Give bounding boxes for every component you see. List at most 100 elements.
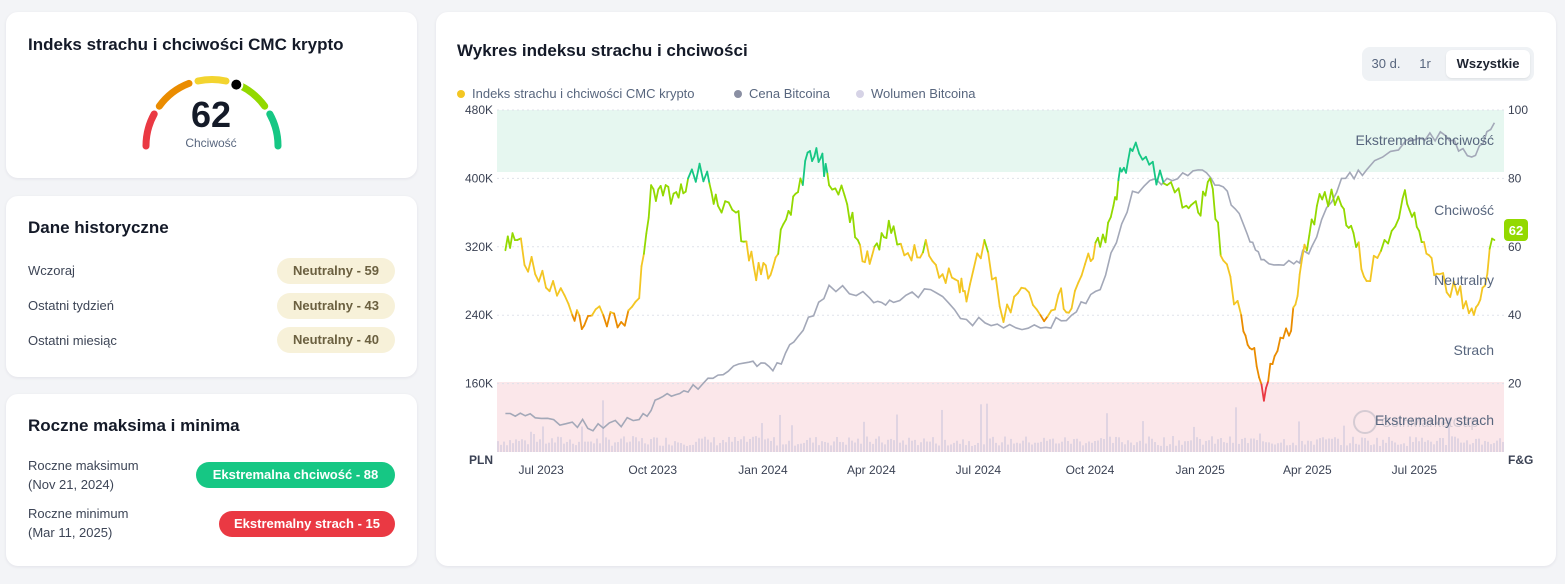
- volume-bar: [563, 443, 565, 452]
- volume-bar: [551, 438, 553, 452]
- volume-bar: [500, 444, 502, 452]
- volume-bar: [740, 439, 742, 452]
- fear-greed-line-segment: [1092, 241, 1097, 260]
- fear-greed-line-segment: [1159, 169, 1165, 185]
- fear-greed-line-segment: [885, 219, 890, 239]
- fear-greed-line-segment: [851, 211, 857, 239]
- fear-greed-line-segment: [717, 204, 723, 214]
- volume-bar: [839, 441, 841, 452]
- left-axis-unit: PLN: [469, 453, 493, 467]
- range-1y-button[interactable]: 1r: [1419, 56, 1431, 71]
- volume-bar: [566, 441, 568, 452]
- x-axis-tick: Jul 2023: [518, 463, 564, 477]
- range-30d-button[interactable]: 30 d.: [1371, 56, 1401, 71]
- volume-bar: [1181, 444, 1183, 452]
- volume-bar: [1091, 442, 1093, 452]
- volume-bar: [524, 440, 526, 452]
- volume-bar: [1493, 443, 1495, 452]
- fear-greed-line-segment: [983, 239, 990, 254]
- left-axis-tick: 480K: [465, 103, 493, 117]
- fear-greed-line-segment: [899, 242, 906, 257]
- fear-greed-line-segment: [1323, 191, 1330, 208]
- fear-greed-line-segment: [1204, 181, 1209, 197]
- fear-greed-line-segment: [1211, 188, 1217, 221]
- volume-bar: [1067, 441, 1069, 452]
- volume-bar: [1232, 442, 1234, 452]
- volume-bar: [1265, 442, 1267, 452]
- volume-bar: [629, 441, 631, 452]
- fear-greed-line-segment: [662, 184, 667, 197]
- volume-bar: [923, 438, 925, 452]
- fear-greed-line-segment: [1219, 254, 1225, 262]
- x-axis-tick: Jul 2025: [1392, 463, 1438, 477]
- volume-bar: [851, 440, 853, 452]
- volume-bar: [911, 440, 913, 452]
- fear-greed-line-segment: [1290, 306, 1295, 332]
- fear-greed-line-segment: [1418, 230, 1423, 244]
- legend-item-bitcoin-volume[interactable]: Wolumen Bitcoina: [856, 86, 976, 101]
- fear-greed-line-segment: [1244, 334, 1249, 346]
- volume-bar: [713, 437, 715, 452]
- volume-bar: [1364, 437, 1366, 452]
- fear-greed-line-segment: [826, 172, 831, 187]
- fear-greed-line-segment: [1285, 327, 1290, 337]
- volume-bar: [1166, 445, 1168, 452]
- volume-bar: [1418, 441, 1420, 452]
- yearly-min-label: Roczne minimum: [28, 506, 129, 521]
- fear-greed-line-segment: [631, 300, 637, 308]
- fear-greed-line-segment: [998, 305, 1005, 323]
- range-all-button[interactable]: Wszystkie: [1446, 50, 1530, 78]
- fear-greed-line-segment: [1308, 218, 1313, 237]
- fear-greed-line-segment: [944, 267, 950, 284]
- fear-greed-line-segment: [856, 239, 862, 247]
- volume-bar: [857, 438, 859, 452]
- right-axis-tick: 20: [1508, 377, 1522, 391]
- fear-greed-chart[interactable]: 100 480K 80 400K 60 320K 40 240K 20 160K Jul 2023 O…: [436, 12, 1556, 566]
- volume-bar: [1058, 443, 1060, 452]
- history-card-title: Dane historyczne: [28, 218, 169, 237]
- fear-greed-line-segment: [745, 240, 750, 262]
- legend-item-fear-greed[interactable]: Indeks strachu i chciwości CMC krypto: [457, 86, 695, 101]
- volume-bar: [1202, 444, 1204, 452]
- volume-bar: [914, 439, 916, 452]
- volume-bar: [1502, 441, 1504, 452]
- volume-bar: [1046, 440, 1048, 452]
- fear-greed-line-segment: [1442, 272, 1448, 294]
- fear-greed-line-segment: [1394, 217, 1400, 228]
- volume-bar: [626, 442, 628, 452]
- volume-bar: [1094, 441, 1096, 452]
- zone-label-extreme-fear: Ekstremalny strach: [1375, 412, 1494, 428]
- volume-bar: [929, 441, 931, 452]
- volume-bar: [542, 426, 544, 452]
- volume-bar: [812, 442, 814, 452]
- volume-bar: [1088, 441, 1090, 452]
- fear-greed-line-segment: [654, 188, 660, 202]
- right-axis-tick: 80: [1508, 171, 1522, 185]
- volume-bar: [734, 437, 736, 452]
- volume-bar: [1028, 442, 1030, 452]
- fear-greed-line-segment: [1226, 263, 1232, 278]
- fear-greed-line-segment: [647, 184, 653, 219]
- volume-bar: [995, 442, 997, 452]
- fear-greed-line-segment: [1002, 303, 1008, 323]
- fear-greed-line-segment: [871, 245, 876, 257]
- volume-bar: [884, 444, 886, 452]
- fear-greed-line-segment: [1080, 263, 1086, 277]
- volume-bar: [1019, 443, 1021, 452]
- volume-bar: [920, 442, 922, 452]
- zone-label-extreme-greed: Ekstremalna chciwość: [1356, 132, 1495, 148]
- volume-bar: [983, 444, 985, 452]
- fear-greed-line-segment: [511, 232, 516, 242]
- time-range-selector: 30 d. 1r Wszystkie: [1362, 47, 1534, 81]
- volume-bar: [1037, 442, 1039, 452]
- fear-greed-line-segment: [1236, 299, 1243, 317]
- volume-bar: [833, 441, 835, 452]
- volume-bar: [1274, 444, 1276, 452]
- volume-bar: [1268, 442, 1270, 452]
- fear-greed-line-segment: [552, 280, 558, 297]
- volume-bar: [509, 440, 511, 452]
- legend-item-bitcoin-price[interactable]: Cena Bitcoina: [734, 86, 830, 101]
- fear-greed-line-segment: [1413, 211, 1418, 228]
- volume-bar: [1148, 436, 1150, 452]
- fear-greed-line-segment: [846, 203, 851, 224]
